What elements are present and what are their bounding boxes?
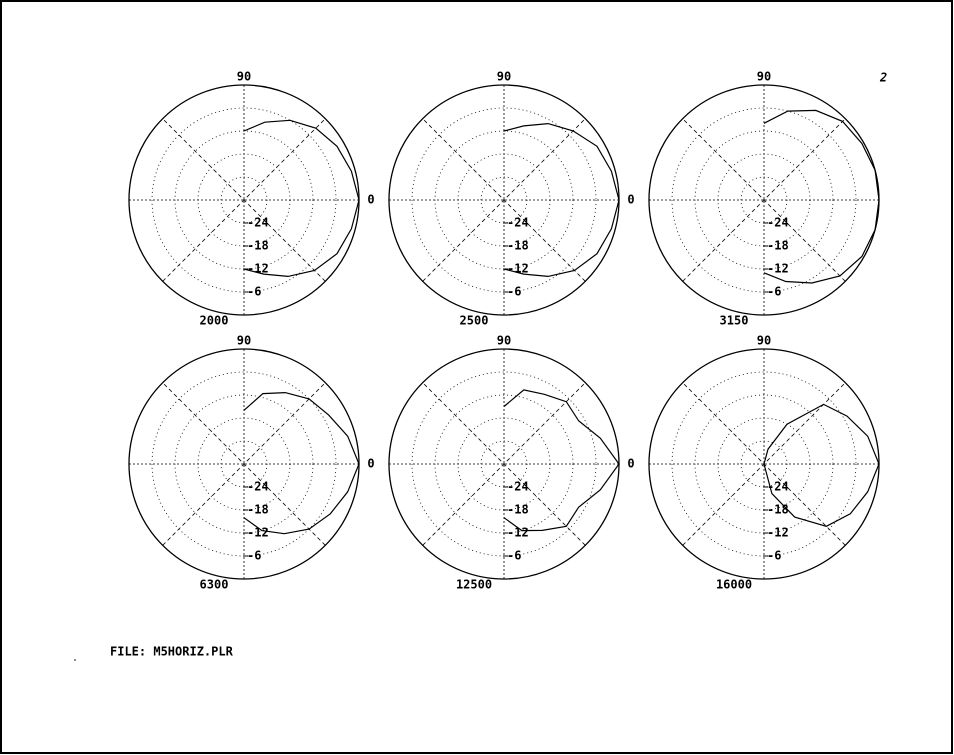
r-tick-label: -12 bbox=[247, 262, 269, 276]
r-tick-label: -18 bbox=[247, 239, 269, 253]
angle-label: 90 bbox=[757, 334, 771, 348]
r-tick-label: -24 bbox=[767, 216, 789, 230]
annotation: 2 bbox=[879, 71, 887, 85]
frequency-label: 16000 bbox=[716, 578, 752, 592]
frequency-label: 6300 bbox=[200, 578, 229, 592]
response-curve bbox=[763, 403, 880, 527]
spoke bbox=[682, 118, 846, 282]
r-tick-label: -6 bbox=[507, 285, 521, 299]
frequency-label: 2500 bbox=[460, 314, 489, 328]
plots: -24 -18 -12 -6 90 0 2000 -24 -18 -12 -6 90 0 2500 -24 -… bbox=[128, 70, 880, 592]
angle-label: 0 bbox=[367, 193, 374, 207]
angle-label: 90 bbox=[497, 334, 511, 348]
r-tick-label: -12 bbox=[507, 262, 529, 276]
r-tick-label: -12 bbox=[507, 526, 529, 540]
response-curve bbox=[503, 122, 620, 278]
r-tick-label: -24 bbox=[507, 216, 529, 230]
spoke bbox=[422, 382, 586, 546]
r-tick-label: -6 bbox=[767, 549, 781, 563]
r-tick-label: -24 bbox=[247, 480, 269, 494]
r-tick-label: -24 bbox=[247, 216, 269, 230]
r-tick-label: -6 bbox=[247, 285, 261, 299]
spoke bbox=[162, 382, 326, 546]
angle-label: 90 bbox=[237, 334, 251, 348]
r-tick-label: -6 bbox=[507, 549, 521, 563]
angle-label: 90 bbox=[757, 70, 771, 84]
grid-ring bbox=[220, 440, 268, 488]
r-tick-label: -24 bbox=[507, 480, 529, 494]
r-tick-label: -18 bbox=[507, 503, 529, 517]
r-tick-label: -24 bbox=[767, 480, 789, 494]
response-curve bbox=[763, 109, 880, 284]
spoke bbox=[162, 118, 326, 282]
response-curve bbox=[243, 119, 360, 278]
angle-label: 0 bbox=[627, 457, 634, 471]
frequency-label: 12500 bbox=[456, 578, 492, 592]
r-tick-label: -18 bbox=[507, 239, 529, 253]
angle-label: 90 bbox=[237, 70, 251, 84]
angle-label: 90 bbox=[497, 70, 511, 84]
spoke bbox=[422, 118, 586, 282]
response-curve bbox=[243, 391, 360, 535]
grid-ring bbox=[480, 440, 528, 488]
r-tick-label: -12 bbox=[767, 526, 789, 540]
grid-ring bbox=[740, 440, 788, 488]
grid-ring bbox=[740, 176, 788, 224]
angle-label: 0 bbox=[627, 193, 634, 207]
r-tick-label: -6 bbox=[767, 285, 781, 299]
frequency-label: 2000 bbox=[200, 314, 229, 328]
r-tick-label: -6 bbox=[247, 549, 261, 563]
angle-label: 0 bbox=[367, 457, 374, 471]
dot bbox=[74, 659, 76, 661]
frequency-label: 3150 bbox=[720, 314, 749, 328]
grid-ring bbox=[480, 176, 528, 224]
r-tick-label: -18 bbox=[247, 503, 269, 517]
r-tick-label: -12 bbox=[767, 262, 789, 276]
r-tick-label: -18 bbox=[767, 503, 789, 517]
file-label: FILE: M5HORIZ.PLR bbox=[110, 645, 234, 659]
grid-ring bbox=[220, 176, 268, 224]
response-curve bbox=[503, 389, 620, 532]
r-tick-label: -12 bbox=[247, 526, 269, 540]
r-tick-label: -18 bbox=[767, 239, 789, 253]
